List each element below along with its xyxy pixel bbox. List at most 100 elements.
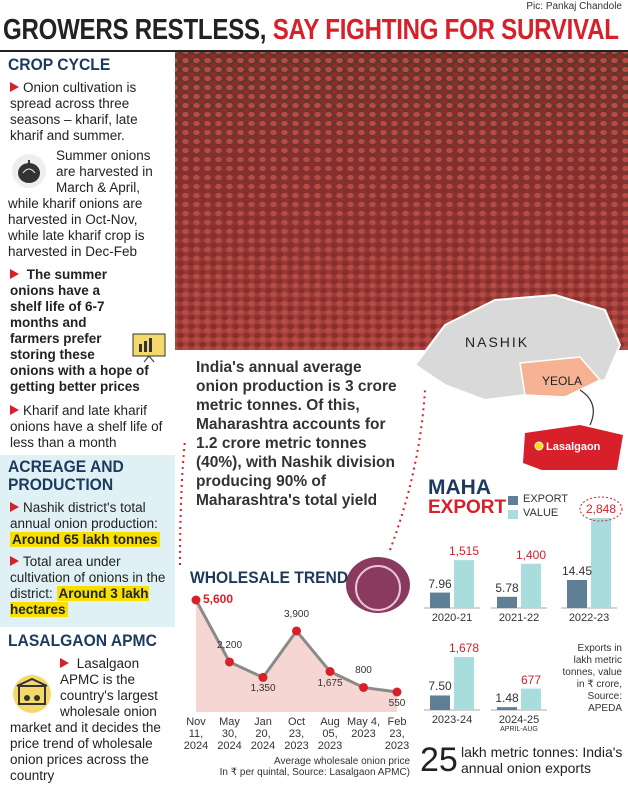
map: NASHIK YEOLA Lasalgaon (413, 293, 623, 475)
bar (567, 580, 587, 608)
highlight-ring (579, 496, 623, 522)
callout: India's annual average onion production … (196, 359, 397, 509)
paragraph-text: Summer onions are harvested in March & A… (8, 148, 153, 259)
bar (454, 656, 474, 710)
footer-text: lakh metric tonnes: India's annual onion… (461, 744, 623, 776)
paragraph: Summer onions are harvested in March & A… (8, 148, 168, 260)
price-icon (130, 329, 168, 363)
bar (521, 563, 541, 608)
arrow (579, 389, 594, 426)
divider (0, 50, 628, 52)
value-label: 677 (520, 672, 542, 687)
yeola-shape (519, 356, 602, 398)
value-label: 5,600 (203, 592, 234, 606)
point (225, 657, 234, 667)
map-label: NASHIK (465, 334, 529, 350)
value-label: 3,900 (283, 608, 310, 620)
bar (430, 695, 450, 710)
chart-title: MAHA (428, 476, 491, 499)
value-label: 1,400 (515, 547, 547, 562)
bullet: The summer onions have a shelf life of 6… (8, 267, 168, 395)
lasalgaon: LASALGAON APMC Lasalgaon APMC is the cou… (8, 632, 168, 784)
point (191, 595, 201, 605)
bullet: Onion cultivation is spread across three… (8, 80, 168, 144)
onion-icon (8, 152, 50, 190)
onion-image (346, 557, 410, 613)
headline-part: GROWERS RESTLESS, (3, 14, 267, 46)
x-tick-label: Oct 23, 2023 (284, 716, 309, 752)
x-tick-label: Feb 23, 2023 (384, 716, 410, 752)
section-heading: CROP CYCLE (8, 55, 111, 74)
photo-credit: Pic: Pankaj Chandole (526, 1, 622, 12)
acreage: ACREAGE AND PRODUCTION Nashik district's… (8, 458, 168, 618)
bar (430, 592, 450, 608)
legend-label: VALUE (523, 507, 559, 519)
value-label: 1.48 (495, 691, 519, 706)
bullet-text: Nashik district's total annual onion pro… (10, 500, 158, 531)
icon (13, 675, 51, 713)
bar (497, 596, 517, 608)
chart-title: WHOLESALE TREND (190, 568, 349, 587)
point (258, 672, 268, 682)
section-heading: LASALGAON APMC (8, 631, 157, 650)
x-tick-label: Nov 11, 2024 (183, 716, 209, 752)
value-label: 2,848 (585, 502, 617, 516)
decor (179, 389, 426, 566)
value-label: 550 (388, 698, 406, 709)
value-label: 800 (355, 665, 372, 677)
chart-subtitle: EXPORT (428, 497, 507, 518)
bullet-text: Lasalgaon APMC is the country's largest … (10, 656, 161, 783)
x-tick-label: 2023-24 (431, 714, 473, 726)
legend-swatch (508, 510, 518, 519)
lasalgaon-shape (523, 425, 623, 475)
headline-part: SAY FIGHTING FOR SURVIVAL (272, 14, 619, 46)
x-tick-label: May 30, 2024 (217, 716, 242, 752)
chart-note: Exports in lakh metric tonnes, value in … (562, 643, 623, 714)
x-tick-label: May 4, 2023 (346, 716, 380, 740)
highlight: Around 65 lakh tonnes (10, 532, 160, 547)
value-label: 1,515 (448, 544, 480, 559)
crop-cycle: CROP CYCLE Onion cultivation is spread a… (8, 56, 168, 451)
legend-swatch (508, 496, 518, 505)
market-icon (10, 674, 54, 714)
bar (591, 518, 611, 608)
x-tick-label: 2021-22 (498, 612, 540, 624)
bar (521, 688, 541, 710)
value-label: 1,350 (250, 683, 276, 695)
bar (497, 707, 517, 710)
value-label: 1,675 (317, 677, 343, 689)
value-label: 2,200 (216, 639, 243, 651)
chart-caption: Average wholesale onion price (273, 756, 410, 767)
value-label: 5.78 (495, 580, 519, 595)
map-label: Lasalgaon (546, 441, 601, 453)
period-note: APRIL-AUG (500, 726, 538, 733)
x-tick-label: 2022-23 (568, 612, 610, 624)
point (359, 682, 368, 692)
bullet-text: Kharif and late kharif onions have a she… (10, 403, 163, 450)
map-label: YEOLA (542, 374, 582, 388)
chart-source: In ₹ per quintal, Source: Lasalgaon APMC… (219, 767, 410, 778)
x-tick-label: Aug 05, 2023 (317, 716, 343, 752)
area (196, 600, 397, 712)
point (325, 667, 335, 677)
bullet: Total area under cultivation of onions i… (8, 554, 168, 618)
legend-label: EXPORT (523, 493, 569, 505)
point (392, 687, 402, 697)
value-label: 7.50 (428, 679, 452, 694)
x-tick-label: 2020-21 (431, 612, 473, 624)
x-tick-label: Jan 20, 2024 (250, 716, 276, 752)
value-label: 1,678 (448, 640, 480, 655)
icon (132, 333, 166, 363)
onion-image (355, 565, 401, 611)
x-tick-label: 2024-25 (498, 714, 540, 726)
section-heading: ACREAGE AND PRODUCTION (8, 457, 124, 494)
location-dot (534, 441, 544, 451)
icon (12, 154, 46, 188)
bullet: Lasalgaon APMC is the country's largest … (8, 656, 168, 784)
bullet: Kharif and late kharif onions have a she… (8, 403, 168, 451)
bullet: Nashik district's total annual onion pro… (8, 500, 168, 548)
point (292, 626, 301, 636)
headline: GROWERS RESTLESS, SAY FIGHTING FOR SURVI… (3, 14, 619, 47)
